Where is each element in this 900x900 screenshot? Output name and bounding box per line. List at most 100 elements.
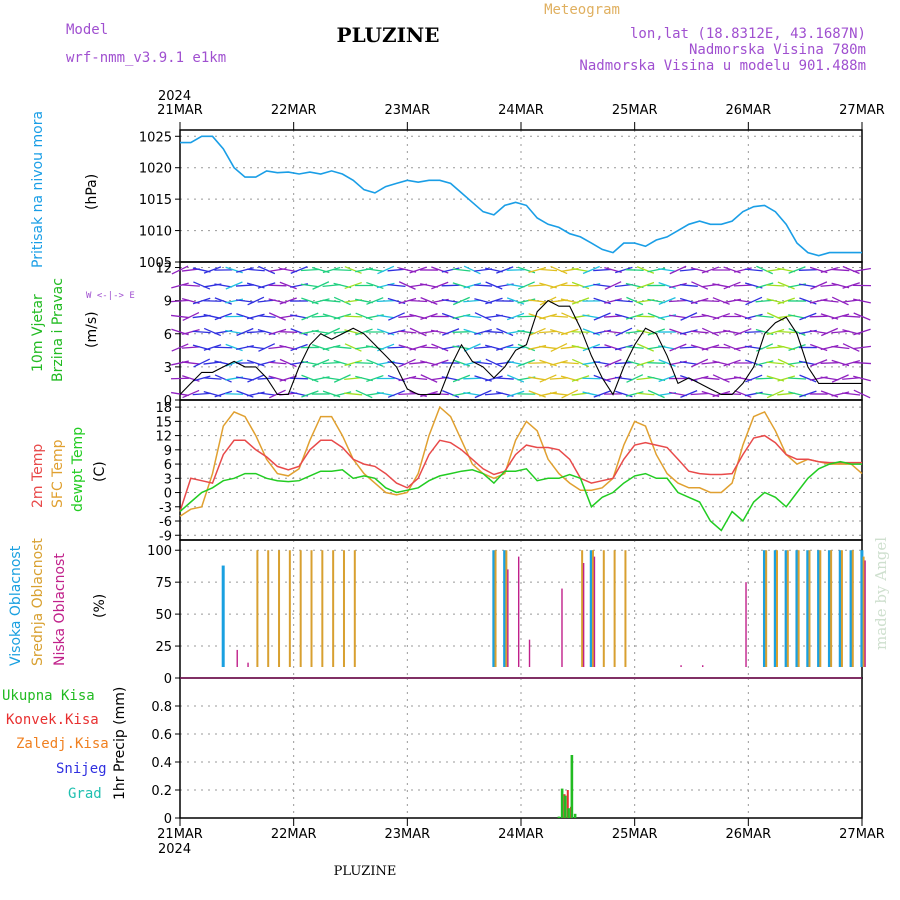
wind-barb — [387, 329, 406, 335]
wind-barb — [344, 281, 362, 290]
cloud-sre-label: Srednja Oblacnost — [30, 538, 46, 666]
wind-barb — [355, 298, 373, 304]
wind-barb — [549, 315, 568, 318]
wind-barb — [192, 297, 211, 305]
wind-barb — [614, 361, 633, 365]
wind-barb — [723, 359, 741, 367]
wind-barb — [669, 343, 687, 352]
wind-barb — [658, 359, 676, 367]
wind-barb — [777, 297, 795, 305]
wind-barb — [333, 391, 352, 397]
wind-barb — [181, 346, 200, 349]
low-cloud-bar — [517, 556, 520, 667]
wind-barb — [734, 267, 752, 273]
wind-barb — [333, 268, 352, 272]
wind-barb — [203, 327, 222, 337]
wind-barb — [755, 392, 774, 396]
year-top: 2024 — [158, 89, 191, 104]
wind-barb — [820, 344, 839, 351]
wind-barb — [853, 267, 871, 273]
y-tick-label: 1020 — [139, 162, 172, 177]
wind-barb — [788, 377, 807, 380]
precip-uk-label: Ukupna Kisa — [2, 688, 95, 704]
y-tick-label: 9 — [164, 295, 172, 310]
y-tick-label: 6 — [164, 458, 172, 473]
wind-barb — [496, 327, 514, 337]
wind-barb — [603, 315, 623, 318]
wind-barb — [474, 361, 493, 365]
x-tick-label-bottom: 21MAR — [157, 827, 203, 842]
wind-barb — [647, 298, 666, 304]
mid-cloud-bar — [819, 550, 822, 667]
wind-barb — [452, 331, 471, 333]
wind-barb — [463, 377, 482, 380]
wind-barb — [853, 375, 871, 382]
wind-barb — [235, 299, 254, 303]
x-tick-label-top: 26MAR — [725, 103, 771, 118]
wind-barb — [431, 266, 449, 274]
wind-barb — [431, 359, 449, 367]
wind-barb — [430, 329, 449, 335]
wind-barb — [290, 328, 308, 336]
wind-barb — [723, 329, 742, 335]
wind-barb — [257, 282, 276, 289]
cloud-nis-label: Niska Oblacnost — [52, 553, 68, 666]
wind-barb — [571, 281, 590, 290]
y-tick-label: 9 — [164, 444, 172, 459]
wind-barb — [322, 376, 341, 381]
wind-barb — [679, 284, 698, 287]
wind-barb — [691, 281, 709, 290]
wind-barb — [181, 329, 200, 335]
wind-barb — [733, 284, 752, 287]
wind-barb — [366, 359, 384, 367]
wind-barb — [463, 343, 481, 352]
wind-barb — [420, 374, 438, 383]
footer-station: PLUZINE — [334, 864, 397, 879]
wind-barb — [409, 327, 427, 337]
wind-barb — [193, 358, 211, 368]
x-tick-label-top: 24MAR — [498, 103, 544, 118]
wind-barb — [788, 266, 806, 274]
wind-barb — [344, 315, 363, 318]
wind-barb — [853, 328, 871, 336]
low-cloud-bar — [507, 569, 509, 667]
wind-barb — [506, 297, 525, 305]
wind-barb — [842, 392, 861, 396]
wind-barb — [496, 266, 514, 274]
wind-barb — [344, 359, 363, 367]
dewpt-line — [179, 460, 862, 532]
y-tick-label: -3 — [159, 501, 172, 516]
wind-barb — [550, 360, 568, 366]
wind-barb — [442, 328, 460, 336]
wind-barb — [647, 389, 665, 399]
wind-barb — [279, 297, 297, 305]
wind-barb — [506, 390, 525, 398]
wind-barb — [572, 358, 590, 368]
wind-barb — [333, 296, 351, 306]
wind-barb — [463, 360, 482, 366]
high-cloud-bar — [860, 550, 864, 667]
mid-cloud-bar — [851, 550, 854, 667]
wind-barb — [268, 361, 287, 365]
mid-cloud-bar — [321, 550, 324, 667]
wind-barb — [279, 281, 297, 290]
wind-barb — [366, 374, 384, 383]
mid-cloud-bar — [278, 550, 281, 667]
y-tick-label: 0.6 — [151, 728, 172, 743]
wind-barb — [290, 377, 309, 380]
wind-barb — [171, 343, 189, 352]
wind-barb — [744, 330, 763, 334]
wind-barb — [257, 360, 276, 366]
wind-barb — [614, 376, 633, 381]
wind-barb — [474, 389, 492, 399]
wind-barb — [452, 374, 471, 383]
wind-barb — [615, 266, 633, 274]
x-tick-label-bottom: 26MAR — [725, 827, 771, 842]
wind-barb — [355, 361, 374, 365]
wind-barb — [853, 298, 871, 304]
wind-barb — [485, 358, 503, 368]
wind-barb — [744, 268, 763, 272]
wind-barb — [766, 284, 785, 287]
wind-barb — [398, 375, 417, 382]
wind-barb — [431, 343, 449, 352]
